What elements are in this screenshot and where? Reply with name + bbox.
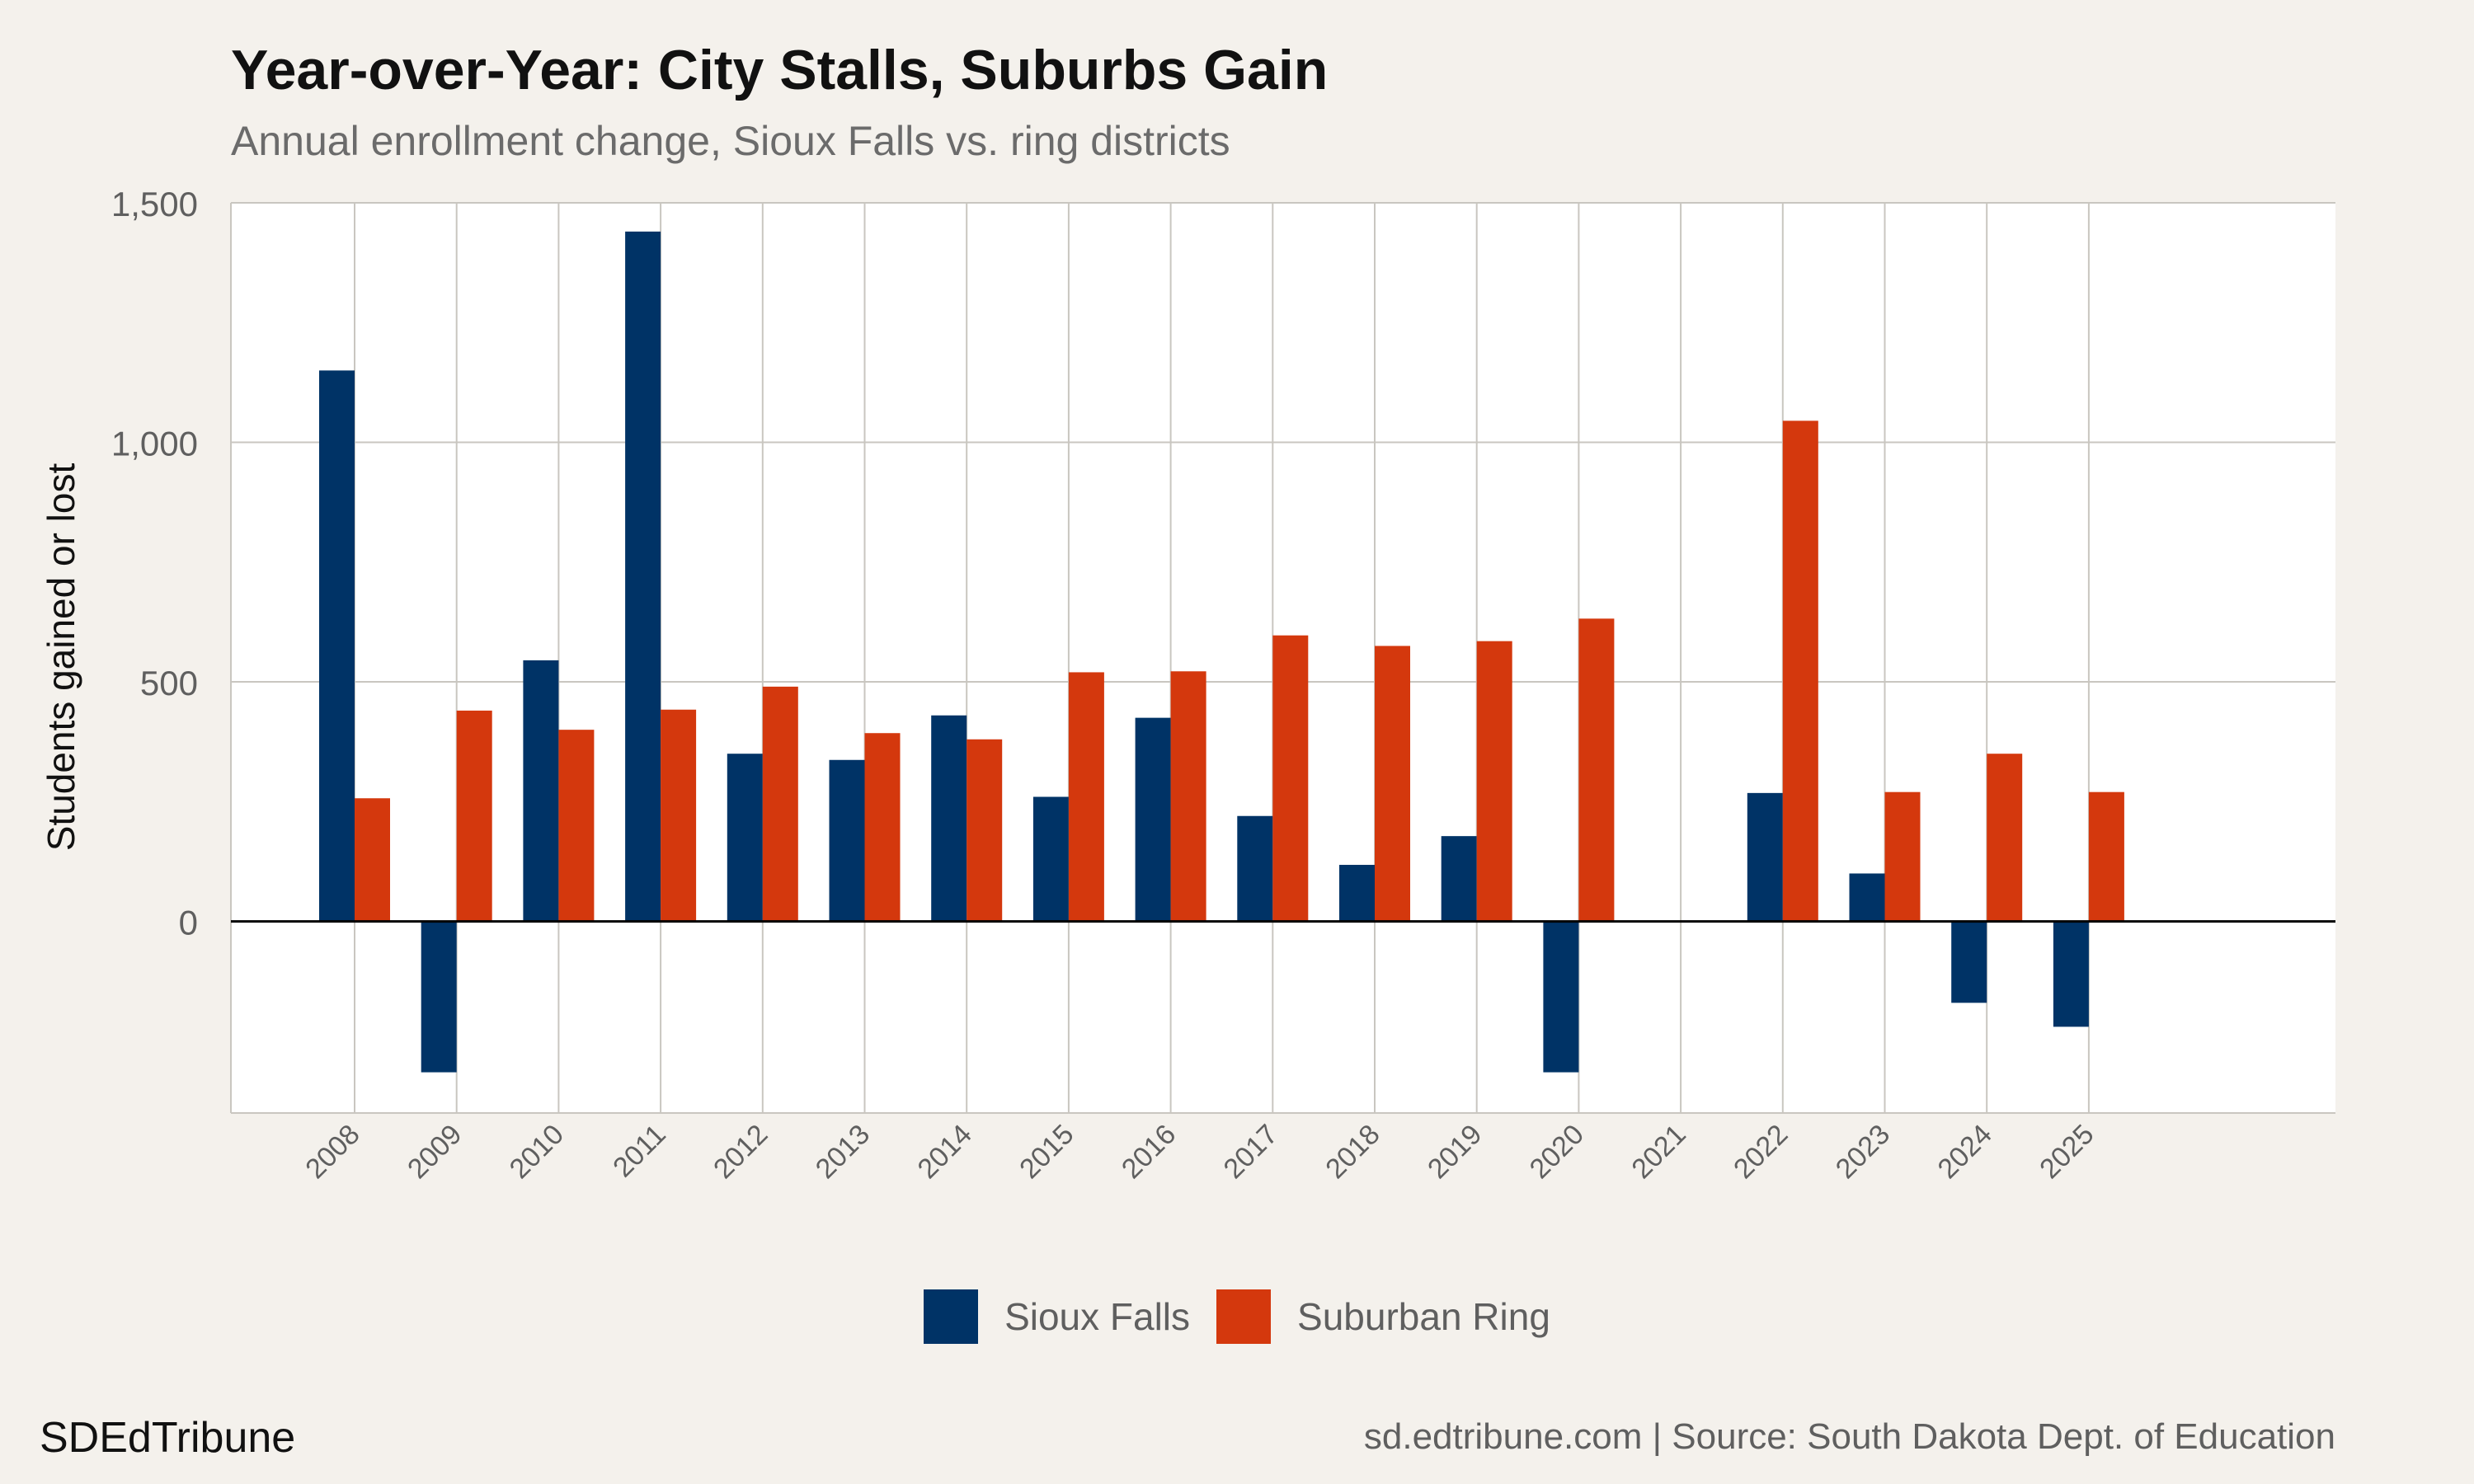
bar-suburban-ring-2016	[1170, 671, 1206, 922]
x-tick-label: 2017	[1218, 1119, 1284, 1185]
bar-suburban-ring-2015	[1068, 672, 1104, 922]
x-tick-label: 2012	[708, 1119, 774, 1185]
y-tick-label: 500	[140, 664, 198, 702]
source-note: sd.edtribune.com | Source: South Dakota …	[1363, 1416, 2335, 1457]
bar-suburban-ring-2018	[1375, 646, 1410, 922]
legend-label-suburban-ring: Suburban Ring	[1297, 1295, 1550, 1338]
bar-suburban-ring-2020	[1578, 618, 1615, 922]
x-tick-label: 2014	[912, 1119, 978, 1185]
bar-sioux-falls-2025	[2053, 921, 2089, 1027]
bar-sioux-falls-2019	[1441, 836, 1477, 922]
bar-suburban-ring-2011	[661, 709, 697, 922]
chart-title: Year-over-Year: City Stalls, Suburbs Gai…	[231, 39, 1329, 101]
bar-sioux-falls-2011	[625, 231, 661, 922]
bar-sioux-falls-2020	[1543, 921, 1579, 1073]
bar-suburban-ring-2023	[1884, 791, 1921, 922]
x-tick-label: 2018	[1319, 1119, 1385, 1185]
x-tick-label: 2015	[1014, 1119, 1079, 1185]
bar-sioux-falls-2013	[829, 759, 865, 922]
x-tick-label: 2013	[810, 1119, 876, 1185]
bar-sioux-falls-2016	[1135, 717, 1171, 922]
legend-swatch-sioux-falls	[924, 1289, 979, 1344]
x-tick-label: 2010	[504, 1119, 570, 1185]
x-tick-label: 2016	[1116, 1119, 1182, 1185]
bar-sioux-falls-2012	[727, 754, 763, 922]
bar-sioux-falls-2010	[523, 660, 559, 922]
bar-suburban-ring-2009	[456, 710, 492, 922]
bar-suburban-ring-2017	[1272, 635, 1309, 922]
legend-swatch-suburban-ring	[1216, 1289, 1272, 1344]
bar-sioux-falls-2009	[421, 921, 457, 1073]
x-tick-label: 2022	[1728, 1119, 1794, 1185]
bar-sioux-falls-2024	[1951, 921, 1987, 1003]
bar-sioux-falls-2022	[1747, 792, 1783, 922]
bar-sioux-falls-2018	[1339, 865, 1375, 922]
y-tick-label: 1,000	[111, 425, 198, 463]
chart-subtitle: Annual enrollment change, Sioux Falls vs…	[231, 118, 1230, 164]
bar-suburban-ring-2022	[1782, 420, 1818, 922]
x-tick-label: 2023	[1830, 1119, 1896, 1185]
x-tick-label: 2025	[2034, 1119, 2100, 1185]
x-tick-label: 2009	[402, 1119, 468, 1185]
bar-suburban-ring-2024	[1987, 754, 2023, 922]
bar-sioux-falls-2008	[319, 370, 355, 922]
x-tick-label: 2021	[1625, 1119, 1691, 1185]
y-tick-label: 1,500	[111, 185, 198, 223]
bar-sioux-falls-2023	[1849, 873, 1885, 922]
x-tick-label: 2011	[607, 1119, 672, 1184]
x-tick-label: 2008	[299, 1119, 365, 1185]
bar-suburban-ring-2013	[864, 733, 901, 922]
x-tick-label: 2024	[1932, 1119, 1998, 1185]
bar-suburban-ring-2025	[2088, 791, 2124, 922]
x-tick-label: 2019	[1422, 1119, 1488, 1185]
bar-suburban-ring-2014	[967, 739, 1003, 922]
bar-sioux-falls-2014	[931, 715, 967, 922]
bar-sioux-falls-2017	[1237, 815, 1273, 922]
legend: Sioux Falls Suburban Ring	[0, 1289, 2474, 1344]
legend-item-sioux-falls: Sioux Falls	[924, 1289, 1190, 1344]
x-tick-label: 2020	[1524, 1119, 1590, 1185]
brand-logo-text: SDEdTribune	[40, 1414, 296, 1462]
bar-suburban-ring-2010	[558, 730, 595, 922]
bar-suburban-ring-2019	[1476, 641, 1512, 922]
y-tick-label: 0	[179, 904, 198, 942]
bar-suburban-ring-2012	[762, 686, 798, 922]
bar-suburban-ring-2008	[355, 798, 390, 922]
legend-label-sioux-falls: Sioux Falls	[1004, 1295, 1191, 1338]
bar-sioux-falls-2015	[1032, 796, 1069, 922]
legend-item-suburban-ring: Suburban Ring	[1216, 1289, 1550, 1344]
